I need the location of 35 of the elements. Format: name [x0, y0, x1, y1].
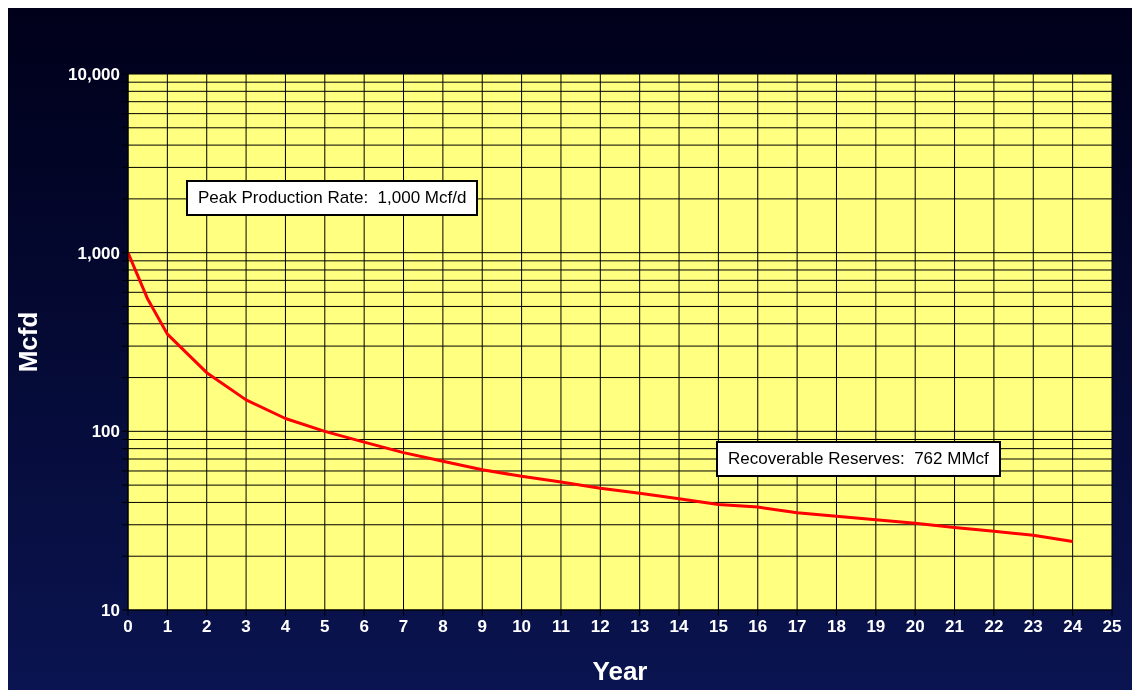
x-tick-label: 22 [984, 617, 1004, 636]
annotation: Peak Production Rate: 1,000 Mcf/d [186, 180, 479, 216]
x-tick-label: 17 [787, 617, 807, 636]
x-tick-label: 4 [280, 617, 291, 636]
x-tick-label: 24 [1063, 617, 1083, 636]
y-tick-label: 100 [91, 422, 120, 442]
x-tick-label: 12 [590, 617, 610, 636]
x-tick-label: 21 [945, 617, 965, 636]
y-tick-label: 1,000 [77, 243, 120, 263]
x-tick-label: 7 [398, 617, 409, 636]
x-tick-label: 1 [162, 617, 173, 636]
x-tick-label: 8 [438, 617, 448, 636]
x-tick-label: 15 [708, 617, 728, 636]
x-tick-label: 14 [669, 617, 690, 636]
annotation: Recoverable Reserves: 762 MMcf [716, 441, 1001, 477]
x-axis-title: Year [592, 656, 648, 686]
x-tick-label: 2 [201, 617, 212, 636]
x-tick-label: 20 [905, 617, 925, 636]
x-tick-label: 18 [827, 617, 846, 636]
x-tick-label: 10 [512, 617, 532, 636]
x-tick-label: 25 [1102, 617, 1122, 636]
x-tick-label: 19 [866, 617, 886, 636]
line-series [128, 251, 1075, 543]
x-tick-label: 13 [630, 617, 650, 636]
x-tick-label: 0 [123, 617, 133, 636]
x-tick-label: 16 [748, 617, 768, 636]
x-tick-label: 5 [320, 617, 330, 636]
y-tick-label: 10,000 [68, 65, 120, 85]
x-tick-label: 3 [241, 617, 251, 636]
x-tick-label: 11 [551, 617, 570, 636]
x-tick-label: 23 [1023, 617, 1043, 636]
x-tick-label: 9 [477, 617, 487, 636]
x-tick-label: 6 [359, 617, 369, 636]
y-axis-title: Mcfd [13, 311, 44, 373]
y-tick-label: 10 [101, 601, 120, 621]
